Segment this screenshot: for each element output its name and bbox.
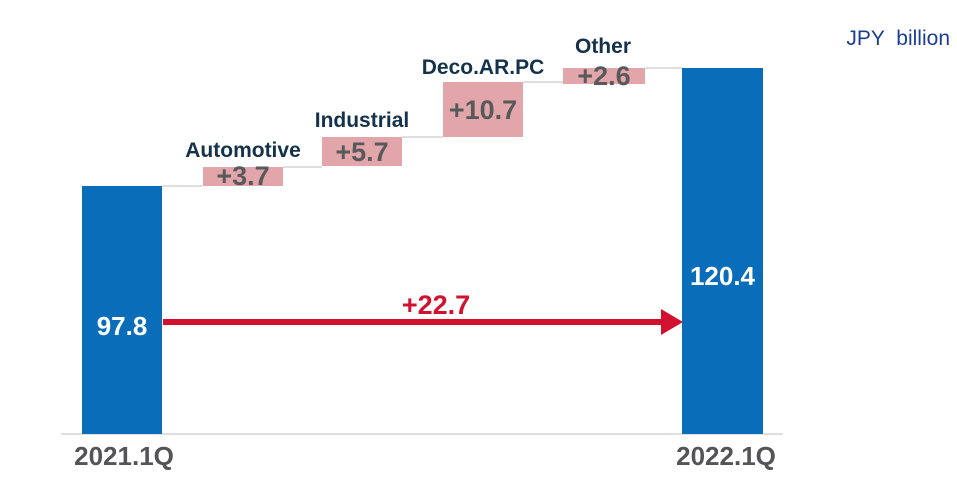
total-change-arrow-line xyxy=(163,319,663,325)
connector-line xyxy=(283,166,322,168)
delta-bar-other xyxy=(563,68,645,84)
connector-line xyxy=(523,81,563,83)
x-axis-label-2021-1q: 2021.1Q xyxy=(74,441,174,471)
connector-line xyxy=(162,185,203,187)
connector-line xyxy=(402,136,443,138)
end-bar-value: 120.4 xyxy=(689,261,756,291)
delta-bar-automotive xyxy=(203,167,283,186)
x-axis-line xyxy=(61,433,783,435)
category-label-automotive: Automotive xyxy=(185,139,301,162)
delta-bar-industrial xyxy=(322,137,402,166)
end-bar-2022-1q xyxy=(682,68,763,434)
delta-value-other: +2.6 xyxy=(577,61,631,91)
delta-bar-deco-ar-pc xyxy=(443,82,523,137)
start-bar-2021-1q xyxy=(82,186,162,434)
category-label-other: Other xyxy=(574,35,631,58)
category-label-deco-ar-pc: Deco.AR.PC xyxy=(421,56,545,79)
delta-value-industrial: +5.7 xyxy=(335,137,389,167)
category-label-industrial: Industrial xyxy=(314,109,410,132)
total-change-arrow-head xyxy=(661,309,683,335)
connector-line xyxy=(645,67,682,69)
delta-value-automotive: +3.7 xyxy=(216,161,270,191)
delta-value-deco-ar-pc: +10.7 xyxy=(448,95,518,125)
start-bar-value: 97.8 xyxy=(96,311,148,341)
x-axis-label-2022-1q: 2022.1Q xyxy=(676,441,776,471)
unit-label: JPY billion xyxy=(846,27,950,50)
total-change-label: +22.7 xyxy=(401,290,471,320)
